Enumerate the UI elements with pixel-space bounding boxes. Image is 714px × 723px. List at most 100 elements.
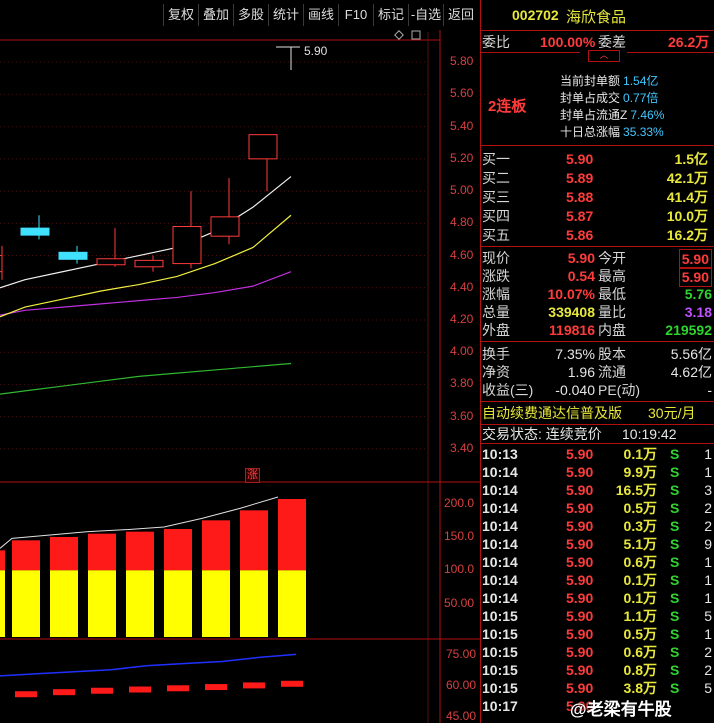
volume-tick: 150.0: [444, 529, 475, 543]
trade-row: 10:15 5.90 0.5万 S 1: [482, 625, 712, 643]
bid-level[interactable]: 买二 5.89 42.1万: [482, 169, 712, 187]
trade-count: 5: [704, 608, 712, 624]
bid-label: 买二: [482, 170, 510, 186]
trade-count: 2: [704, 662, 712, 678]
bid-level[interactable]: 买三 5.88 41.4万: [482, 188, 712, 206]
volume-tick: 200.0: [444, 495, 475, 510]
volume-bar-yellow: [0, 570, 5, 637]
fund-label: 净资: [482, 364, 510, 380]
high-price-marker: 5.90: [304, 44, 328, 58]
trade-volume: 0.6万: [623, 644, 657, 660]
seal-info-value: 0.77倍: [623, 91, 659, 105]
multi-stock-button[interactable]: 多股: [233, 4, 268, 26]
indicator-tick: 45.00: [446, 708, 477, 723]
expand-button[interactable]: ︿: [588, 50, 620, 62]
candle: [248, 134, 278, 160]
trade-price: 5.90: [566, 518, 594, 534]
volume-bar: [88, 533, 116, 571]
indicator-bar: [129, 686, 151, 693]
trade-row: 10:15 5.90 3.8万 S 5: [482, 679, 712, 697]
quote-value: 339408: [548, 304, 595, 320]
trade-time: 10:14: [482, 554, 518, 570]
quote-label: 最低: [598, 286, 626, 302]
quote-value: 0.54: [567, 268, 595, 284]
trade-side: S: [670, 572, 680, 588]
trade-row: 10:14 5.90 0.1万 S 1: [482, 589, 712, 607]
draw-line-button[interactable]: 画线: [303, 4, 338, 26]
bid-level[interactable]: 买五 5.86 16.2万: [482, 226, 712, 244]
bid-level[interactable]: 买四 5.87 10.0万: [482, 207, 712, 225]
bid-volume: 10.0万: [666, 208, 708, 224]
quote-label: 最高: [598, 268, 626, 284]
quote-label: 今开: [598, 250, 626, 266]
trade-time: 10:14: [482, 464, 518, 480]
seal-info-row: 封单占流通Z 7.46%: [560, 107, 710, 123]
trade-volume: 0.5万: [623, 626, 657, 642]
price-tick: 5.80: [450, 54, 474, 69]
bid-volume: 42.1万: [666, 170, 708, 186]
overlay-button[interactable]: 叠加: [198, 4, 233, 26]
trade-price: 5.90: [566, 482, 594, 498]
quote-value: 5.90: [678, 267, 712, 287]
trade-price: 5.90: [566, 590, 594, 606]
fund-label: 换手: [482, 346, 510, 362]
fund-row: 换手 7.35% 股本 5.56亿: [482, 345, 712, 363]
f10-button[interactable]: F10: [338, 4, 373, 26]
trade-count: 2: [704, 644, 712, 660]
seal-info-row: 十日总涨幅 35.33%: [560, 124, 710, 140]
promo-banner[interactable]: 自动续费通达信普及版 30元/月: [482, 405, 696, 421]
remove-watchlist-button[interactable]: -自选: [408, 4, 443, 26]
volume-tick: 50.00: [444, 595, 475, 610]
trade-row: 10:14 5.90 0.3万 S 2: [482, 517, 712, 535]
trade-price: 5.90: [566, 464, 594, 480]
fund-value: 5.56亿: [670, 346, 712, 362]
volume-bar: [164, 529, 192, 571]
price-tick: 4.20: [450, 311, 474, 326]
bid-label: 买四: [482, 208, 510, 224]
fund-value: 7.35%: [555, 346, 595, 362]
fund-value: -: [707, 382, 712, 398]
quote-label: 量比: [598, 304, 626, 320]
trade-row: 10:14 5.90 5.1万 S 9: [482, 535, 712, 553]
bid-level[interactable]: 买一 5.90 1.5亿: [482, 150, 712, 168]
trade-row: 10:14 5.90 0.6万 S 1: [482, 553, 712, 571]
kline-chart[interactable]: [0, 30, 480, 723]
trade-volume: 5.1万: [623, 536, 657, 552]
candle: [134, 259, 164, 268]
trade-count: 1: [704, 590, 712, 606]
trade-side: S: [670, 464, 680, 480]
fund-label: 收益(三): [482, 382, 534, 398]
trade-count: 2: [704, 500, 712, 516]
price-tick: 5.00: [450, 183, 474, 198]
trade-side: S: [670, 680, 680, 696]
stock-code: 002702: [512, 7, 559, 23]
price-tick: 5.40: [450, 118, 474, 133]
volume-bar-yellow: [240, 570, 268, 637]
trade-price: 5.90: [566, 572, 594, 588]
restore-rights-button[interactable]: 复权: [163, 4, 198, 26]
volume-bar: [12, 540, 40, 571]
price-tick: 4.00: [450, 344, 474, 359]
fund-value: -0.040: [555, 382, 595, 398]
limit-up-tag: 涨: [245, 468, 260, 483]
trade-price: 5.90: [566, 554, 594, 570]
price-tick: 3.60: [450, 408, 474, 423]
price-tick: 3.40: [450, 440, 474, 455]
trade-volume: 0.1万: [623, 590, 657, 606]
statistics-button[interactable]: 统计: [268, 4, 303, 26]
trade-row: 10:13 5.90 0.1万 S 1: [482, 445, 712, 463]
trade-side: S: [670, 644, 680, 660]
trade-volume: 0.5万: [623, 500, 657, 516]
mark-button[interactable]: 标记: [373, 4, 408, 26]
price-tick: 4.60: [450, 247, 474, 262]
fund-label: 流通: [598, 364, 626, 380]
trade-price: 5.90: [566, 680, 594, 696]
price-tick: 4.80: [450, 215, 474, 230]
indicator-bar: [15, 691, 37, 698]
indicator-bar: [91, 687, 113, 694]
bid-price: 5.88: [566, 189, 594, 205]
bid-volume: 16.2万: [666, 227, 708, 243]
back-button[interactable]: 返回: [443, 4, 478, 26]
candle: [0, 255, 3, 273]
bid-price: 5.86: [566, 227, 594, 243]
